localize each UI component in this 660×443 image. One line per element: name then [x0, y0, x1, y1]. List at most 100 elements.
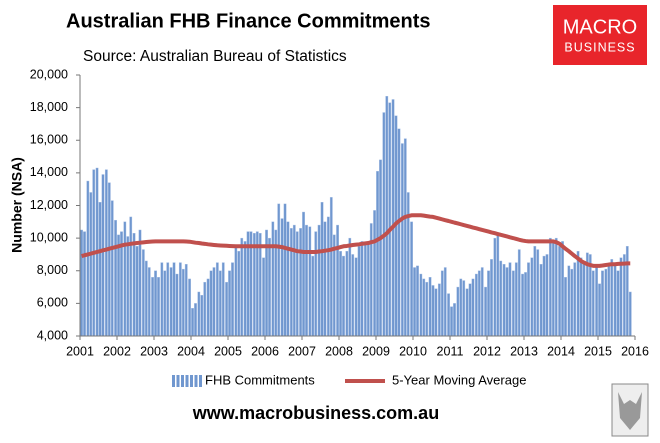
bar [218, 270, 222, 337]
bar [545, 254, 549, 337]
bar [317, 224, 321, 337]
x-tick-label: 2008 [325, 344, 353, 358]
bar [336, 224, 339, 337]
y-tick-label: 12,000 [30, 198, 68, 212]
bar [539, 264, 543, 337]
bar [465, 288, 469, 337]
bar [215, 262, 219, 337]
bar [382, 112, 386, 337]
x-tick-label: 2012 [473, 344, 501, 358]
bar [487, 270, 490, 337]
bar [237, 250, 241, 337]
bar [252, 233, 256, 337]
bar [376, 171, 379, 337]
bar [354, 257, 358, 337]
bar [101, 174, 105, 337]
bar [169, 267, 173, 337]
bar [172, 262, 176, 337]
bar [508, 262, 512, 337]
bar [302, 211, 305, 337]
x-tick-label: 2003 [140, 344, 168, 358]
y-tick-label: 8,000 [37, 263, 68, 277]
y-tick-label: 14,000 [30, 165, 68, 179]
bar [286, 221, 290, 337]
line [81, 213, 631, 268]
x-tick-label: 2010 [399, 344, 427, 358]
bar [616, 270, 620, 337]
bar [268, 237, 271, 337]
bar [431, 285, 435, 337]
bar [422, 278, 426, 337]
bar [107, 182, 111, 337]
bar [468, 283, 472, 337]
bar [453, 303, 456, 337]
bar [505, 267, 509, 337]
bar [379, 159, 382, 337]
bar [579, 257, 583, 337]
bar [530, 257, 534, 337]
bar [295, 231, 299, 337]
x-tick-label: 2011 [437, 344, 464, 358]
bar [548, 237, 552, 337]
bar [582, 264, 586, 337]
chart-title: Australian FHB Finance Commitments [66, 10, 431, 32]
bar [203, 281, 207, 337]
legend-swatch [172, 375, 175, 387]
bar [83, 231, 86, 337]
bar [400, 143, 404, 337]
bar [98, 202, 102, 337]
bar [619, 257, 623, 337]
bar [502, 264, 506, 337]
bar [262, 257, 265, 337]
bar [484, 286, 487, 337]
bar [181, 268, 185, 337]
footer: www.macrobusiness.com.au [192, 403, 439, 423]
bar [437, 283, 441, 337]
bar [551, 242, 555, 337]
bar [154, 270, 157, 337]
bar [533, 246, 537, 337]
legend-swatch [199, 375, 202, 387]
bar [258, 233, 262, 337]
bar [607, 265, 611, 337]
bar [536, 249, 540, 337]
x-tick-label: 2007 [288, 344, 316, 358]
y-tick-label: 10,000 [30, 230, 68, 244]
bar [280, 218, 284, 337]
bar [521, 273, 524, 337]
bar [366, 244, 370, 337]
bar [221, 262, 225, 337]
bar [188, 278, 191, 337]
bar [104, 169, 108, 337]
bar [132, 233, 136, 337]
bar [443, 267, 447, 337]
bar [314, 231, 318, 337]
bar [271, 221, 275, 337]
bar [496, 234, 500, 337]
bar [360, 241, 364, 337]
chart-subtitle: Source: Australian Bureau of Statistics [83, 48, 347, 65]
bar [558, 246, 561, 337]
bar [456, 286, 460, 337]
bar [397, 128, 401, 337]
bar [234, 246, 238, 337]
bar [141, 249, 145, 337]
bar [289, 228, 293, 337]
bar [595, 265, 598, 337]
bar [166, 262, 170, 337]
bar [80, 229, 83, 337]
bar [385, 96, 389, 337]
bar [610, 259, 614, 337]
bar [514, 262, 518, 337]
bar [228, 270, 231, 337]
bar [299, 228, 302, 337]
bar [416, 265, 419, 337]
bar [117, 234, 120, 337]
bar [511, 270, 515, 337]
bar [403, 138, 407, 337]
bar [329, 197, 333, 337]
bar [628, 291, 632, 337]
bar [231, 262, 234, 337]
x-tick-label: 2004 [177, 344, 205, 358]
